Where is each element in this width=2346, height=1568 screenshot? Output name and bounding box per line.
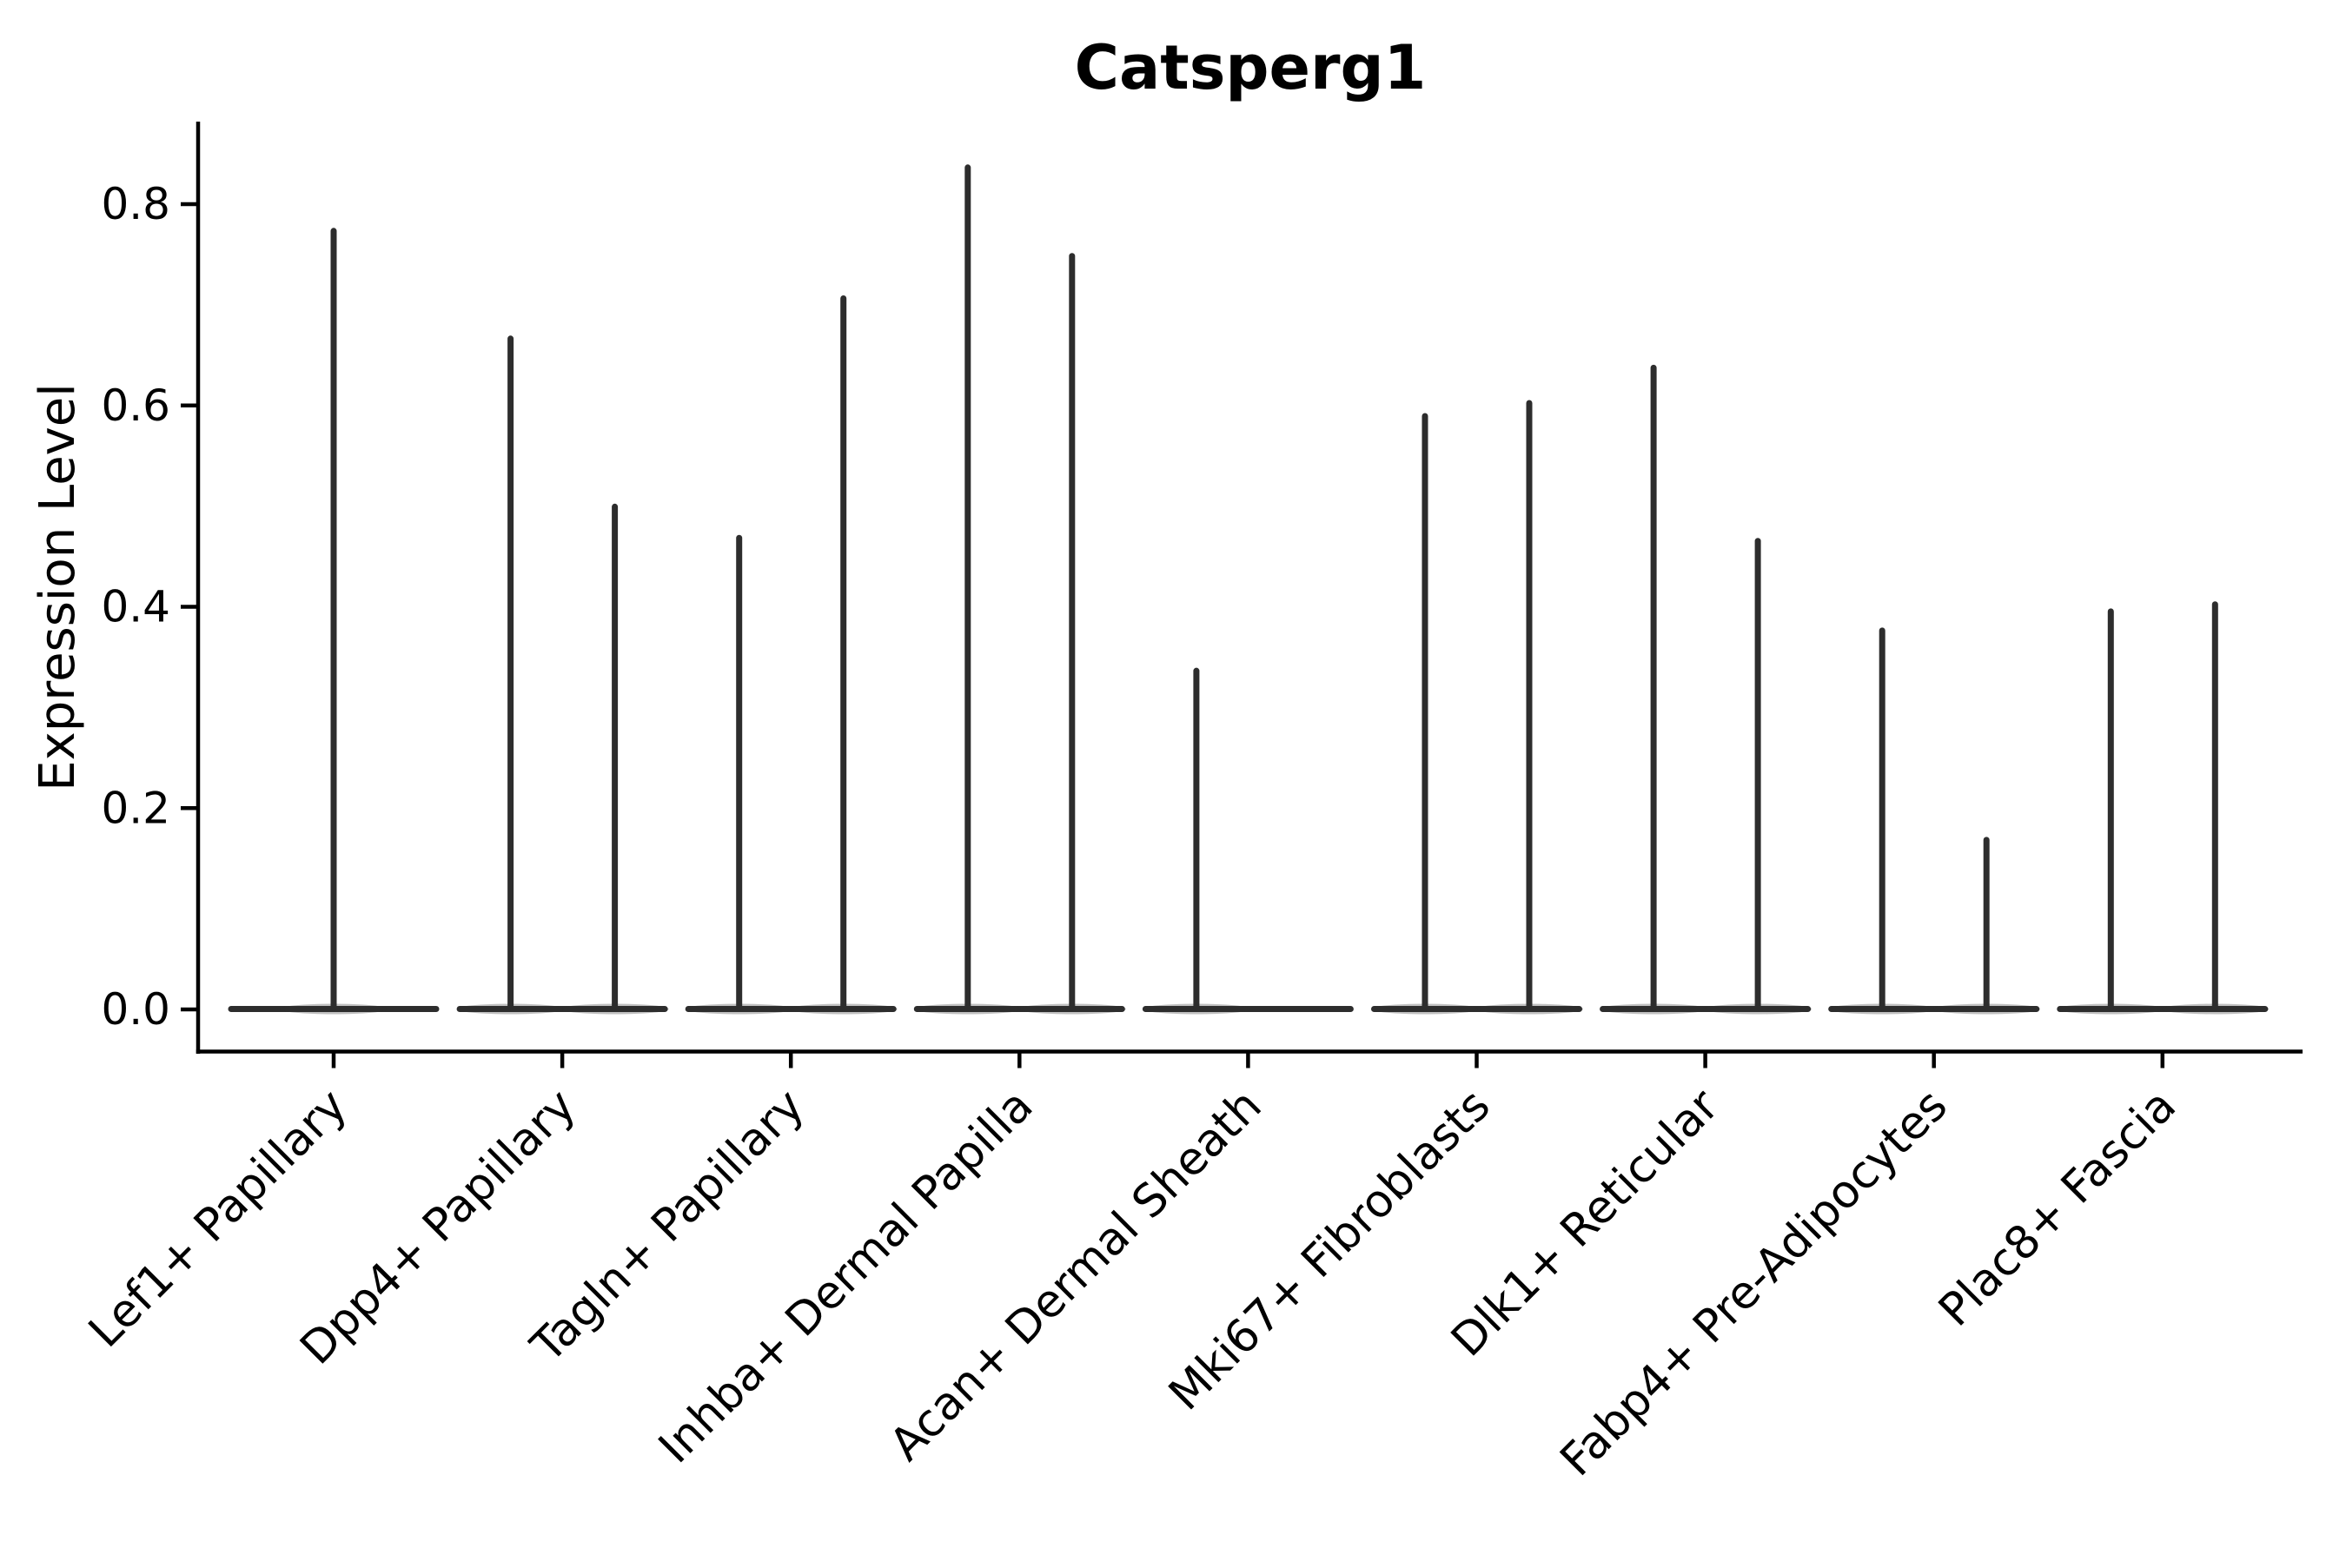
violin-dpp4-papillary — [456, 335, 669, 1015]
chart-title: Catsperg1 — [1075, 32, 1427, 103]
y-axis-label: Expression Level — [30, 383, 86, 791]
violins — [228, 164, 2270, 1015]
x-tick-label-3: Inhba+ Dermal Papilla — [649, 1080, 1043, 1473]
violin-mki67-fibroblasts — [1371, 400, 1583, 1015]
violin-fabp4-pre-adipocytes — [1828, 627, 2041, 1015]
violin-acan-dermal-sheath — [1142, 667, 1354, 1015]
violin-dlk1-reticular — [1600, 364, 1813, 1015]
violin-tagln-papillary — [685, 294, 898, 1015]
x-tick-label-4: Acan+ Dermal Sheath — [880, 1080, 1272, 1472]
y-tick-label-4: 0.8 — [101, 179, 170, 229]
x-tick-label-7: Fabp4+ Pre-Adipocytes — [1551, 1080, 1958, 1486]
y-tick-label-2: 0.4 — [101, 582, 170, 632]
y-axis-ticks: 0.0 0.2 0.4 0.6 0.8 — [101, 179, 196, 1035]
y-tick-label-0: 0.0 — [101, 984, 170, 1035]
violin-lef1-papillary — [228, 228, 440, 1015]
x-tick-label-8: Plac8+ Fascia — [1929, 1080, 2186, 1337]
y-tick-label-1: 0.2 — [101, 783, 170, 833]
violin-inhba-dermal-papilla — [913, 164, 1126, 1015]
y-tick-label-3: 0.6 — [101, 380, 170, 431]
violin-plac8-fascia — [2057, 601, 2270, 1015]
